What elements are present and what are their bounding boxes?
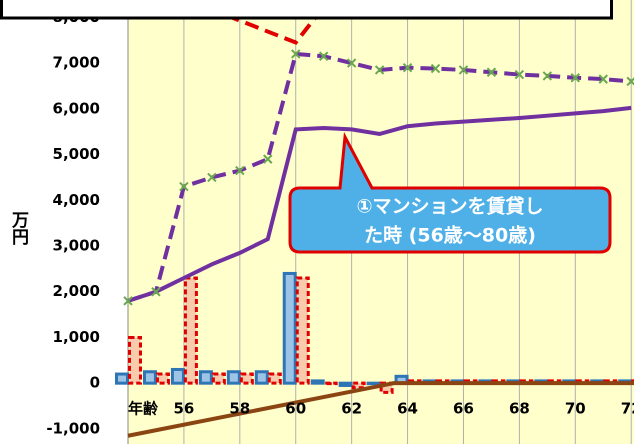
bar: [128, 335, 142, 385]
x-axis-label: 年齢: [128, 400, 159, 418]
marker: [263, 154, 273, 164]
bar: [226, 370, 241, 385]
marker: [542, 71, 553, 81]
y-tick-label: 6,000: [53, 99, 100, 117]
x-tick-label: 58: [229, 400, 250, 418]
marker: [514, 69, 525, 80]
bar: [211, 372, 226, 385]
marker: [291, 49, 301, 59]
bar: [183, 276, 198, 385]
y-tick-label: -1,000: [46, 419, 100, 437]
marker: [458, 65, 469, 75]
marker: [374, 65, 385, 75]
x-tick-label: 66: [453, 400, 474, 418]
bar: [155, 372, 170, 385]
marker: [402, 62, 413, 73]
x-tick-label: 68: [509, 400, 530, 418]
marker: [318, 51, 329, 61]
bar: [379, 381, 394, 394]
marker: [179, 181, 189, 192]
y-tick-label: 4,000: [53, 191, 100, 209]
y-axis-label: 万円: [8, 211, 30, 246]
x-tick-label: 56: [173, 400, 194, 418]
title-box: [0, 0, 613, 20]
marker: [486, 67, 497, 77]
bar: [267, 372, 282, 385]
y-tick-label: 2,000: [53, 282, 100, 300]
marker: [598, 74, 608, 84]
bar: [254, 370, 269, 385]
bar: [282, 271, 297, 385]
y-tick-label: 1,000: [53, 328, 100, 346]
bar: [295, 276, 310, 385]
marker: [123, 296, 133, 306]
marker: [430, 63, 441, 74]
bar: [366, 381, 381, 386]
bar: [351, 381, 366, 390]
x-tick-label: 70: [565, 400, 586, 418]
annotation: ①マンションを賃貸し: [356, 195, 543, 218]
marker: [207, 172, 217, 183]
bar: [198, 370, 213, 385]
annotation: た時 (56歳〜80歳): [364, 225, 536, 247]
x-tick-label: 60: [285, 400, 306, 418]
marker: [151, 287, 161, 297]
marker: [346, 58, 357, 68]
bar: [170, 367, 185, 385]
bar: [323, 381, 338, 386]
line: [225, 0, 332, 45]
bar: [115, 372, 129, 385]
bar: [310, 379, 325, 385]
callout: [288, 131, 612, 254]
y-tick-label: 5,000: [53, 145, 100, 163]
bar: [239, 372, 254, 385]
y-tick-label: 7,000: [53, 54, 100, 72]
x-tick-label: 72: [621, 400, 634, 418]
marker: [235, 165, 245, 176]
line: [127, 105, 632, 303]
y-tick-label: 0: [90, 374, 100, 392]
marker: [570, 73, 581, 83]
x-tick-label: 64: [397, 400, 418, 418]
y-tick-label: 3,000: [53, 237, 100, 255]
line: [127, 381, 634, 438]
bar: [338, 381, 353, 387]
x-tick-label: 62: [341, 400, 362, 418]
bar: [142, 370, 157, 385]
